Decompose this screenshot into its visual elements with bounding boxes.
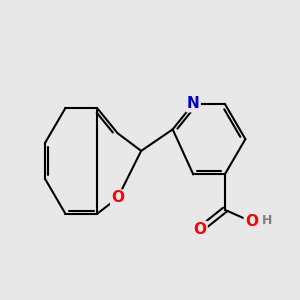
Text: O: O (245, 214, 258, 229)
Text: N: N (187, 96, 200, 111)
Text: O: O (194, 222, 207, 237)
Text: H: H (262, 214, 272, 226)
Text: O: O (111, 190, 124, 206)
